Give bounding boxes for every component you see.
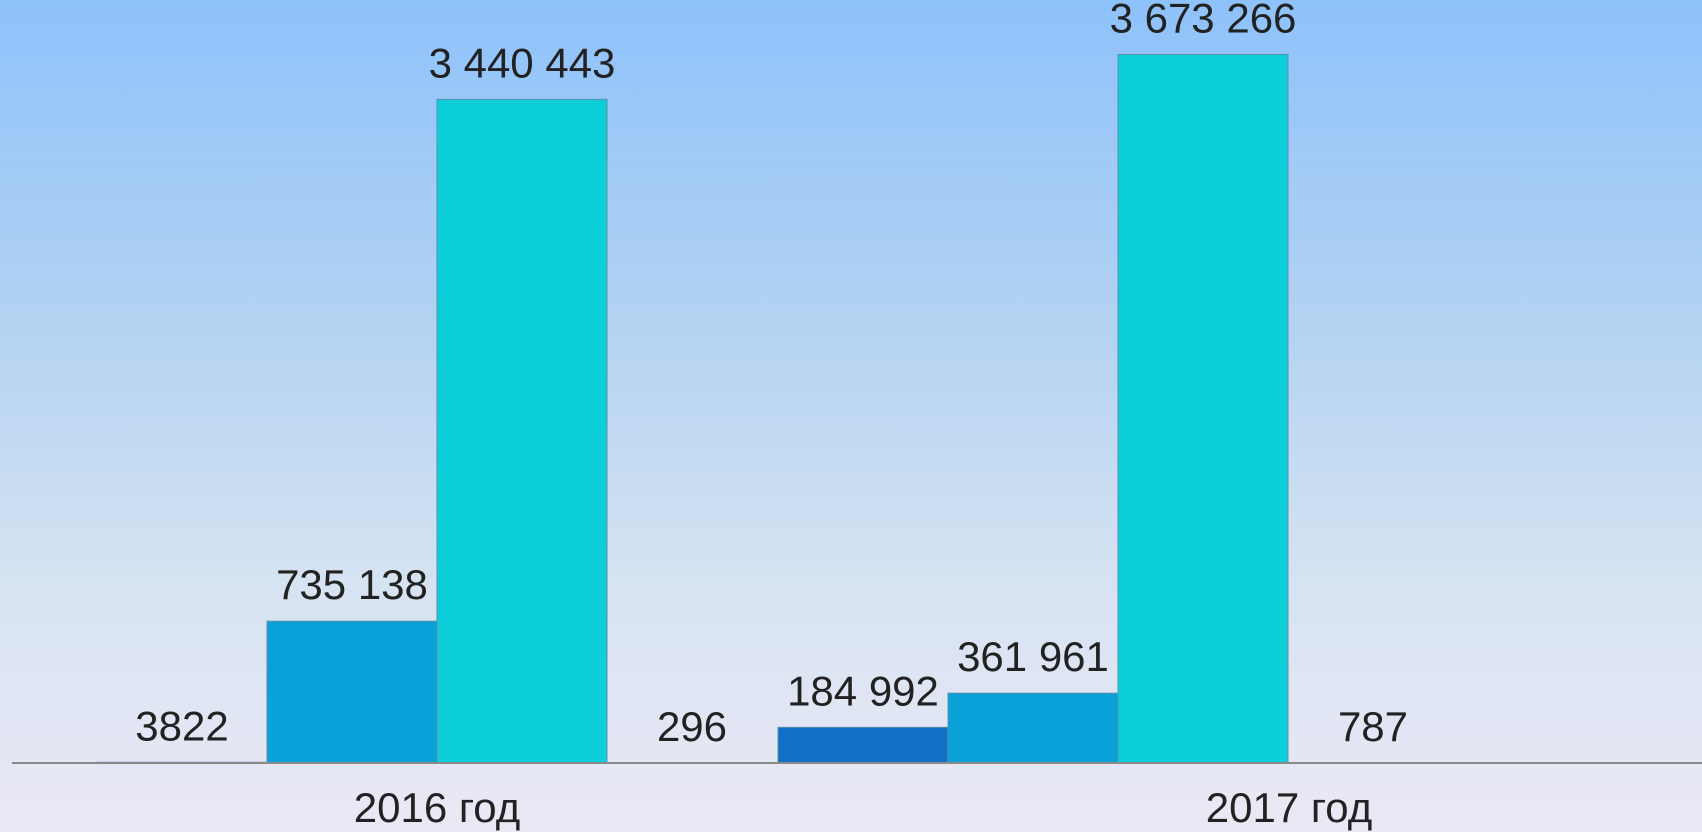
data-label: 296: [657, 703, 727, 750]
data-label: 3822: [135, 702, 228, 749]
data-label: 184 992: [787, 667, 939, 714]
data-label: 361 961: [957, 633, 1109, 680]
bar-2016-год-s1: [266, 620, 438, 764]
data-label: 787: [1338, 703, 1408, 750]
bar-2017-год-s0: [777, 726, 949, 764]
bar-2017-год-s1: [947, 692, 1119, 764]
bar-2017-год-s2: [1117, 53, 1289, 764]
data-label: 3 440 443: [429, 39, 616, 86]
data-label: 735 138: [276, 561, 428, 608]
data-label: 3 673 266: [1110, 0, 1297, 41]
bar-2016-год-s2: [436, 98, 608, 764]
x-tick-label: 2017 год: [1206, 784, 1372, 831]
x-tick-label: 2016 год: [354, 784, 520, 831]
labels-group: 3822 735 138 3 440 443 296 184 992 361 961 3 6…: [135, 0, 1408, 750]
bars-group: [96, 53, 1459, 764]
tick-labels-group: 2016 год 2017 год: [354, 784, 1372, 831]
